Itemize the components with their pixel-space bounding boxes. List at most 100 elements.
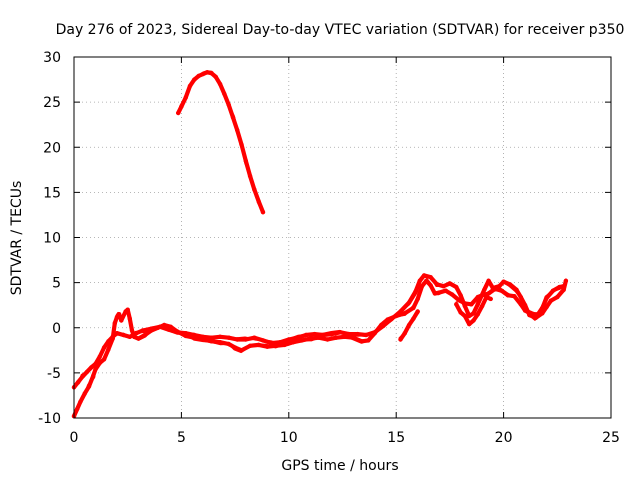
grid-layer bbox=[74, 57, 611, 418]
data-point bbox=[183, 331, 188, 336]
data-point bbox=[97, 354, 103, 359]
data-point bbox=[91, 373, 96, 378]
data-point bbox=[101, 357, 107, 362]
data-point bbox=[93, 361, 98, 367]
data-point bbox=[454, 302, 459, 307]
data-point bbox=[192, 332, 197, 338]
data-point bbox=[443, 288, 448, 293]
y-tick-label: 5 bbox=[52, 276, 61, 292]
y-axis-label: SDTVAR / TECUs bbox=[9, 181, 25, 296]
data-point bbox=[116, 312, 122, 317]
x-tick-label: 25 bbox=[602, 430, 620, 446]
data-point bbox=[454, 284, 459, 290]
data-point bbox=[243, 158, 248, 163]
data-point bbox=[381, 323, 386, 329]
data-point bbox=[413, 289, 418, 294]
data-point bbox=[428, 275, 433, 280]
data-point bbox=[484, 294, 489, 300]
data-point bbox=[406, 300, 412, 305]
series-layer bbox=[71, 70, 569, 419]
data-point bbox=[550, 288, 556, 293]
data-point bbox=[157, 324, 163, 329]
data-point bbox=[458, 293, 463, 298]
data-point bbox=[415, 309, 420, 314]
data-point bbox=[497, 284, 502, 289]
series-high-arc bbox=[176, 70, 266, 215]
data-point bbox=[232, 345, 238, 350]
data-point bbox=[456, 297, 461, 302]
data-point bbox=[222, 91, 227, 97]
data-point bbox=[469, 302, 474, 307]
data-point bbox=[366, 338, 371, 343]
data-point bbox=[467, 321, 472, 327]
data-point bbox=[424, 278, 429, 283]
data-point bbox=[106, 339, 111, 344]
data-point bbox=[372, 330, 377, 335]
data-point bbox=[84, 369, 90, 375]
data-point bbox=[226, 335, 231, 340]
data-point bbox=[432, 291, 438, 296]
data-point bbox=[183, 95, 188, 100]
data-point bbox=[269, 340, 274, 346]
data-point bbox=[235, 337, 240, 342]
y-tick-label: 0 bbox=[52, 321, 61, 337]
data-point bbox=[475, 302, 480, 307]
data-point bbox=[252, 335, 257, 340]
data-point bbox=[217, 334, 223, 339]
data-point bbox=[114, 331, 120, 336]
data-point bbox=[462, 313, 468, 319]
data-point bbox=[290, 340, 296, 345]
data-point bbox=[200, 71, 206, 77]
data-point bbox=[363, 332, 369, 338]
data-point bbox=[134, 331, 139, 336]
data-point bbox=[329, 331, 334, 337]
data-point bbox=[555, 294, 560, 300]
data-point bbox=[101, 345, 107, 350]
data-point bbox=[406, 322, 412, 328]
y-tick-label: -10 bbox=[38, 411, 61, 427]
x-tick-label: 5 bbox=[177, 430, 186, 446]
data-point bbox=[125, 307, 130, 312]
series-lower-arc-alt-noise bbox=[73, 275, 567, 388]
data-point bbox=[359, 339, 364, 344]
data-point bbox=[544, 295, 549, 301]
data-point bbox=[548, 298, 554, 303]
data-point bbox=[129, 328, 135, 333]
data-point bbox=[421, 273, 427, 278]
data-point bbox=[501, 279, 506, 284]
data-point bbox=[127, 334, 132, 339]
data-point bbox=[499, 288, 504, 293]
data-point bbox=[533, 315, 538, 320]
tick-layer bbox=[73, 56, 612, 419]
data-point bbox=[166, 327, 171, 332]
data-point bbox=[243, 337, 248, 342]
data-point bbox=[458, 310, 463, 315]
data-point bbox=[282, 342, 287, 348]
data-point bbox=[112, 321, 118, 326]
data-point bbox=[127, 316, 132, 321]
data-point bbox=[217, 340, 223, 345]
data-point bbox=[441, 284, 446, 289]
data-point bbox=[82, 391, 87, 396]
data-point bbox=[256, 342, 261, 348]
x-axis-label: GPS time / hours bbox=[281, 458, 398, 474]
data-point bbox=[209, 71, 214, 76]
y-tick-label: 30 bbox=[43, 50, 61, 66]
data-point bbox=[512, 294, 517, 299]
data-point bbox=[119, 318, 124, 323]
data-point bbox=[200, 334, 206, 339]
data-point bbox=[230, 115, 236, 120]
y-tick-label: 20 bbox=[43, 140, 61, 156]
x-tick-label: 10 bbox=[280, 430, 298, 446]
data-point bbox=[205, 70, 210, 75]
x-tick-label: 0 bbox=[70, 430, 79, 446]
y-tick-label: 25 bbox=[43, 95, 61, 111]
data-point bbox=[398, 309, 403, 314]
data-point bbox=[239, 348, 244, 353]
data-point bbox=[522, 303, 528, 308]
data-point bbox=[256, 199, 261, 204]
data-point bbox=[505, 293, 511, 298]
data-point bbox=[449, 292, 455, 297]
series-high-arc-noise bbox=[177, 70, 264, 213]
